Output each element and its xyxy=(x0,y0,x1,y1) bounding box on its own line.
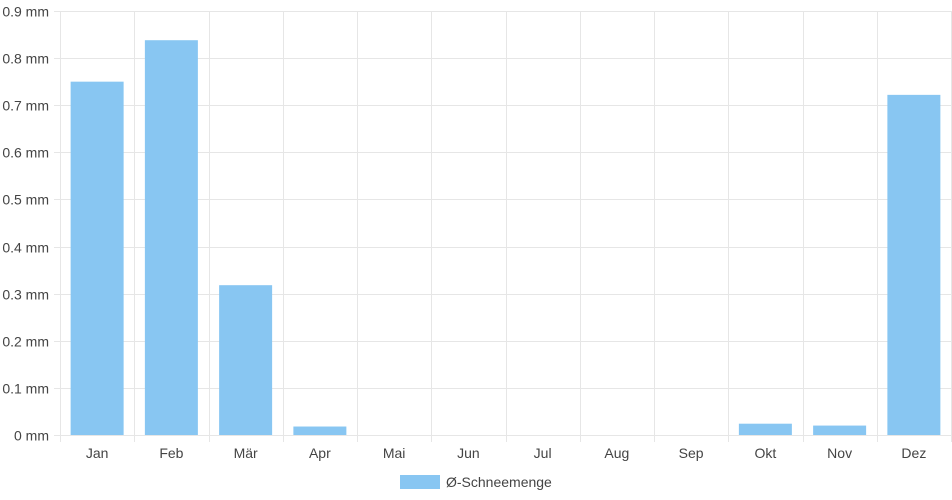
y-tick-label: 0.9 mm xyxy=(2,4,49,20)
y-tick-label: 0 mm xyxy=(14,428,49,444)
x-tick-label: Mär xyxy=(234,445,258,461)
y-tick-label: 0.3 mm xyxy=(2,287,49,303)
y-tick-label: 0.4 mm xyxy=(2,240,49,256)
y-tick-label: 0.2 mm xyxy=(2,334,49,350)
x-tick-label: Aug xyxy=(604,445,629,461)
legend-label[interactable]: Ø-Schneemenge xyxy=(446,474,552,490)
x-tick-label: Mai xyxy=(383,445,406,461)
y-axis: 0 mm 0.1 mm 0.2 mm 0.3 mm 0.4 mm 0.5 mm 0.6 mm… xyxy=(2,4,49,444)
bar[interactable] xyxy=(219,285,273,435)
bar[interactable] xyxy=(813,425,867,435)
x-tick-label: Feb xyxy=(159,445,183,461)
x-tick-label: Dez xyxy=(901,445,926,461)
x-tick-label: Jun xyxy=(457,445,480,461)
x-tick-label: Okt xyxy=(754,445,776,461)
x-tick-label: Nov xyxy=(827,445,852,461)
x-tick-label: Jan xyxy=(86,445,109,461)
y-tick-label: 0.6 mm xyxy=(2,145,49,161)
y-tick-label: 0.7 mm xyxy=(2,98,49,114)
legend-swatch[interactable] xyxy=(400,475,440,489)
legend[interactable]: Ø-Schneemenge xyxy=(400,474,552,490)
bar[interactable] xyxy=(738,423,792,435)
bar[interactable] xyxy=(144,40,198,435)
x-tick-label: Sep xyxy=(679,445,704,461)
y-tick-label: 0.5 mm xyxy=(2,192,49,208)
bar[interactable] xyxy=(70,81,124,436)
bar[interactable] xyxy=(887,94,941,435)
bar[interactable] xyxy=(293,426,347,435)
bars xyxy=(70,40,941,436)
y-tick-label: 0.8 mm xyxy=(2,51,49,67)
y-tick-label: 0.1 mm xyxy=(2,381,49,397)
x-tick-label: Jul xyxy=(534,445,552,461)
x-axis: Jan Feb Mär Apr Mai Jun Jul Aug Sep Okt Nov Dez xyxy=(86,445,926,461)
x-tick-label: Apr xyxy=(309,445,331,461)
